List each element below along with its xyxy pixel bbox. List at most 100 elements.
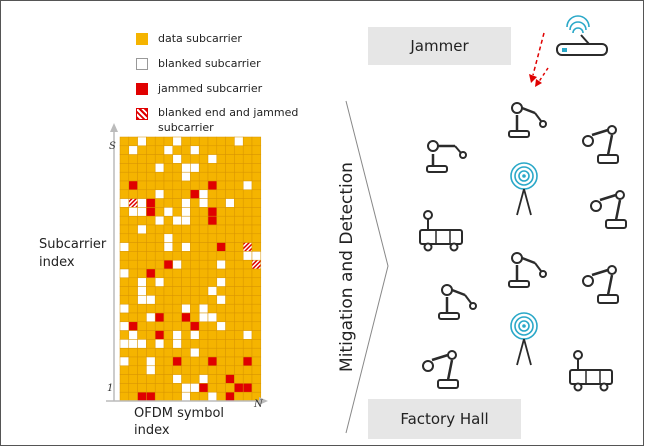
- grid-cell: [163, 242, 174, 252]
- grid-cell: [119, 295, 130, 305]
- grid-cell: [119, 347, 130, 358]
- grid-cell: [190, 180, 200, 191]
- ofdm-symbol-label-2: index: [134, 423, 170, 438]
- factory-hall-label: Factory Hall: [400, 410, 489, 428]
- grid-cell: [234, 365, 244, 375]
- grid-cell: [119, 198, 130, 208]
- grid-cell: [242, 171, 253, 182]
- grid-cell: [251, 207, 262, 217]
- grid-cell: [146, 268, 156, 279]
- grid-cell: [216, 145, 226, 155]
- grid-cell: [172, 356, 182, 367]
- grid-cell: [163, 163, 174, 173]
- grid-cell: [234, 145, 244, 155]
- grid-cell: [251, 383, 262, 393]
- grid-cell: [207, 198, 218, 208]
- grid-cell: [225, 251, 235, 261]
- grid-cell: [207, 233, 218, 243]
- grid-cell: [190, 207, 200, 217]
- grid-cell: [190, 365, 200, 375]
- grid-cell: [137, 215, 147, 226]
- grid-cell: [190, 277, 200, 287]
- grid-cell: [119, 171, 130, 182]
- grid-cell: [128, 391, 138, 402]
- grid-cell: [172, 163, 182, 173]
- grid-cell: [119, 251, 130, 261]
- grid-cell: [216, 207, 226, 217]
- grid-cell: [242, 268, 253, 279]
- grid-cell: [181, 224, 191, 235]
- grid-cell: [225, 163, 235, 173]
- grid-cell: [163, 189, 174, 199]
- grid-cell: [225, 242, 235, 252]
- grid-cell: [146, 171, 156, 182]
- grid-cell: [225, 215, 235, 226]
- grid-cell: [251, 286, 262, 296]
- grid-cell: [225, 145, 235, 155]
- grid-cell: [137, 365, 147, 375]
- grid-cell: [146, 163, 156, 173]
- grid-cell: [128, 286, 138, 296]
- grid-cell: [234, 215, 244, 226]
- grid-cell: [119, 365, 130, 375]
- jammer-label: Jammer: [410, 37, 469, 55]
- grid-cell: [225, 277, 235, 287]
- grid-cell: [251, 233, 262, 243]
- grid-cell: [154, 136, 165, 147]
- grid-cell: [198, 347, 209, 358]
- grid-cell: [146, 242, 156, 252]
- grid-cell: [216, 163, 226, 173]
- grid-cell: [207, 347, 218, 358]
- grid-cell: [119, 286, 130, 296]
- grid-cell: [225, 259, 235, 270]
- grid-cell: [163, 251, 174, 261]
- grid-cell: [146, 356, 156, 367]
- grid-cell: [181, 374, 191, 384]
- grid-cell: [128, 154, 138, 164]
- grid-cell: [242, 383, 253, 393]
- grid-cell: [242, 286, 253, 296]
- grid-cell: [198, 180, 209, 191]
- grid-cell: [242, 277, 253, 287]
- grid-cell: [154, 321, 165, 331]
- grid-cell: [216, 224, 226, 235]
- ofdm-symbol-label-1: OFDM symbol: [134, 406, 225, 421]
- grid-cell: [234, 339, 244, 349]
- grid-cell: [225, 356, 235, 367]
- robot-arm-icon: [508, 102, 547, 138]
- grid-cell: [154, 339, 165, 349]
- grid-cell: [146, 303, 156, 314]
- grid-cell: [163, 365, 174, 375]
- legend-blanked-jammed-label-2: subcarrier: [158, 121, 214, 134]
- grid-cell: [181, 145, 191, 155]
- grid-cell: [128, 277, 138, 287]
- grid-cell: [128, 383, 138, 393]
- grid-cell: [128, 268, 138, 279]
- grid-cell: [234, 154, 244, 164]
- grid-cell: [251, 356, 262, 367]
- grid-cell: [137, 233, 147, 243]
- grid-cell: [251, 259, 262, 270]
- mitigation-detection-label: Mitigation and Detection: [337, 162, 357, 372]
- grid-cell: [251, 145, 262, 155]
- grid-cell: [137, 198, 147, 208]
- grid-cell: [242, 312, 253, 323]
- grid-cell: [198, 268, 209, 279]
- grid-cell: [163, 207, 174, 217]
- grid-cell: [119, 145, 130, 155]
- grid-cell: [234, 312, 244, 323]
- grid-s-label: S: [109, 141, 116, 152]
- grid-cell: [146, 321, 156, 331]
- agv-cart-icon: [569, 350, 613, 392]
- grid-cell: [137, 339, 147, 349]
- grid-cell: [190, 224, 200, 235]
- grid-cell: [172, 321, 182, 331]
- grid-cell: [190, 303, 200, 314]
- grid-cell: [128, 303, 138, 314]
- grid-cell: [154, 215, 165, 226]
- grid-cell: [172, 180, 182, 191]
- grid-cell: [190, 268, 200, 279]
- grid-cell: [181, 136, 191, 147]
- grid-cell: [190, 171, 200, 182]
- grid-cell: [207, 242, 218, 252]
